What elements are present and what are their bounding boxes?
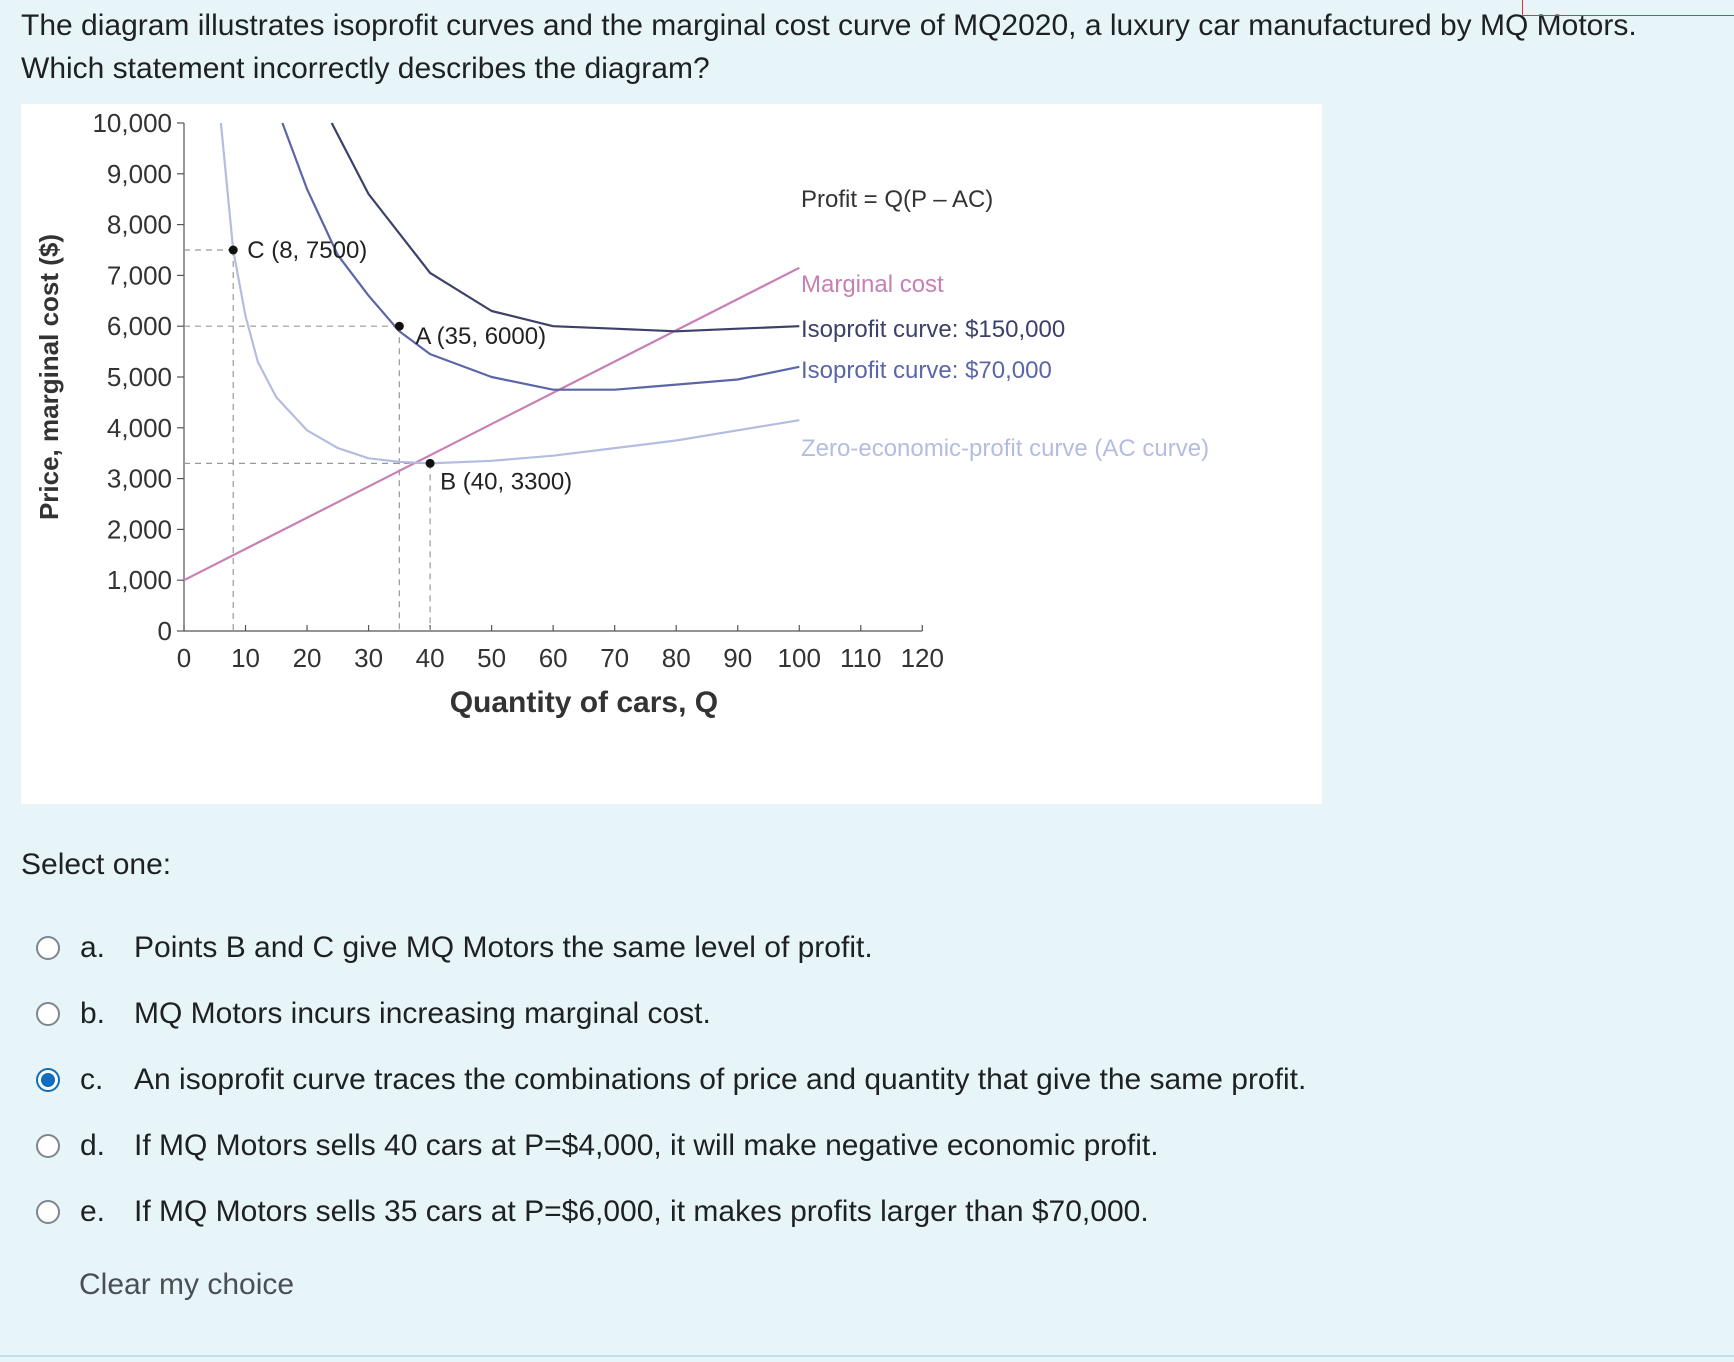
- radio-button-b[interactable]: [36, 1002, 60, 1026]
- x-tick-label: 100: [778, 643, 821, 673]
- x-tick-label: 50: [477, 643, 506, 673]
- option-text: If MQ Motors sells 35 cars at P=$6,000, …: [134, 1195, 1149, 1228]
- point-marker: [394, 321, 404, 331]
- x-tick-label: 70: [600, 643, 629, 673]
- isoprofit-curve-70000: [281, 122, 800, 391]
- y-tick-label: 8,000: [107, 210, 172, 240]
- y-tick-label: 9,000: [107, 159, 172, 189]
- legend-label: Isoprofit curve: $150,000: [801, 316, 1065, 343]
- x-tick-label: 80: [662, 643, 691, 673]
- y-tick-label: 5,000: [107, 362, 172, 392]
- point-label: B (40, 3300): [440, 468, 572, 495]
- y-tick-label: 1,000: [107, 565, 172, 595]
- x-tick-label: 0: [177, 643, 191, 673]
- point-marker: [425, 458, 435, 468]
- radio-button-c[interactable]: [36, 1068, 60, 1092]
- option-letter: b.: [80, 997, 106, 1030]
- y-tick-label: 2,000: [107, 514, 172, 544]
- x-tick-label: 30: [354, 643, 383, 673]
- legend-label: Marginal cost: [801, 271, 944, 298]
- profit-formula: Profit = Q(P – AC): [801, 186, 993, 213]
- y-tick-label: 7,000: [107, 260, 172, 290]
- select-one-label: Select one:: [21, 848, 172, 881]
- question-text: The diagram illustrates isoprofit curves…: [21, 4, 1711, 90]
- x-tick-label: 110: [840, 643, 881, 673]
- isoprofit-chart: 0 10 20 30 40 50 60 70 80 90 100 110 120 0 1,000 2,000 3…: [34, 108, 1209, 719]
- radio-button-d[interactable]: [36, 1134, 60, 1158]
- option-text: Points B and C give MQ Motors the same l…: [134, 931, 873, 964]
- option-a[interactable]: a. Points B and C give MQ Motors the sam…: [36, 928, 1536, 968]
- y-tick-label: 4,000: [107, 413, 172, 443]
- x-tick-label: 10: [231, 643, 260, 673]
- x-tick-label: 60: [539, 643, 568, 673]
- option-letter: a.: [80, 931, 106, 964]
- option-letter: e.: [80, 1195, 106, 1228]
- isoprofit-curve-150000: [330, 122, 800, 333]
- y-axis-title: Price, marginal cost ($): [34, 234, 64, 520]
- point-label: A (35, 6000): [415, 323, 546, 350]
- isoprofit-figure: 0 10 20 30 40 50 60 70 80 90 100 110 120 0 1,000 2,000 3…: [21, 104, 1322, 804]
- radio-button-e[interactable]: [36, 1200, 60, 1224]
- clear-my-choice-link[interactable]: Clear my choice: [79, 1268, 295, 1301]
- option-c[interactable]: c. An isoprofit curve traces the combina…: [36, 1060, 1536, 1100]
- y-tick-label: 3,000: [107, 464, 172, 494]
- option-b[interactable]: b. MQ Motors incurs increasing marginal …: [36, 994, 1536, 1034]
- question-line-1: The diagram illustrates isoprofit curves…: [21, 9, 1637, 42]
- question-line-2: Which statement incorrectly describes th…: [21, 52, 710, 85]
- y-tick-label: 10,000: [92, 108, 172, 138]
- y-tick-label: 6,000: [107, 311, 172, 341]
- option-text: An isoprofit curve traces the combinatio…: [134, 1063, 1307, 1096]
- legend-label: Zero-economic-profit curve (AC curve): [801, 435, 1209, 462]
- y-tick-label: 0: [158, 616, 172, 646]
- radio-button-a[interactable]: [36, 936, 60, 960]
- option-letter: c.: [80, 1063, 104, 1096]
- x-tick-label: 90: [723, 643, 752, 673]
- option-d[interactable]: d. If MQ Motors sells 40 cars at P=$4,00…: [36, 1126, 1536, 1166]
- option-text: If MQ Motors sells 40 cars at P=$4,000, …: [134, 1129, 1159, 1162]
- point-marker: [228, 245, 238, 255]
- marginal-cost-curve: [183, 266, 800, 582]
- x-tick-label: 120: [901, 643, 944, 673]
- option-letter: d.: [80, 1129, 106, 1162]
- x-tick-label: 20: [293, 643, 322, 673]
- bottom-divider: [0, 1355, 1734, 1357]
- option-e[interactable]: e. If MQ Motors sells 35 cars at P=$6,00…: [36, 1192, 1536, 1232]
- zero-profit-curve: [219, 122, 800, 465]
- option-text: MQ Motors incurs increasing marginal cos…: [134, 997, 711, 1030]
- legend-label: Isoprofit curve: $70,000: [801, 357, 1052, 384]
- x-tick-label: 40: [416, 643, 445, 673]
- point-label: C (8, 7500): [247, 237, 367, 264]
- x-axis-title: Quantity of cars, Q: [450, 686, 718, 719]
- corner-decoration: [1522, 0, 1734, 16]
